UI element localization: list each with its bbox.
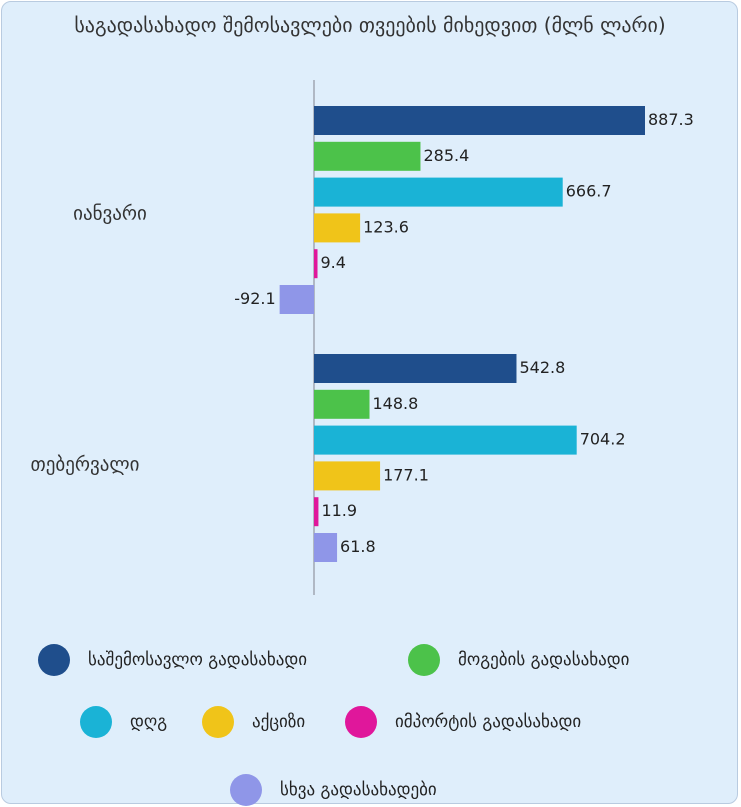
value-label: 148.8 <box>373 394 419 413</box>
bar <box>314 389 370 419</box>
bar <box>314 425 577 455</box>
value-label: 61.8 <box>340 537 376 556</box>
legend-swatch <box>230 774 262 806</box>
value-label: 666.7 <box>566 182 612 201</box>
legend-swatch <box>408 644 440 676</box>
bar <box>314 249 318 279</box>
bar <box>314 354 517 383</box>
value-label: 177.1 <box>383 465 429 484</box>
legend-label: საშემოსავლო გადასახადი <box>88 650 307 670</box>
bar <box>314 106 645 135</box>
value-label: 704.2 <box>580 430 626 449</box>
legend-swatch <box>38 644 70 676</box>
bar <box>279 285 314 314</box>
value-label: 9.4 <box>321 253 346 272</box>
chart-title: საგადასახადო შემოსავლები თვეების მიხედვი… <box>74 13 666 37</box>
value-label: 11.9 <box>321 501 357 520</box>
legend-label: დღგ <box>130 712 167 732</box>
value-label: 542.8 <box>519 358 565 377</box>
bar <box>314 497 319 527</box>
bar <box>314 141 421 171</box>
bar <box>314 213 361 243</box>
value-label: 285.4 <box>423 146 469 165</box>
category-label: თებერვალი <box>31 454 140 476</box>
bar <box>314 461 381 491</box>
legend-swatch <box>202 706 234 738</box>
legend-label: მოგების გადასახადი <box>458 650 629 670</box>
value-label: 887.3 <box>648 110 694 129</box>
bar <box>314 177 563 207</box>
legend-swatch <box>345 706 377 738</box>
bar <box>314 533 338 562</box>
value-label: -92.1 <box>234 289 275 308</box>
legend-label: იმპორტის გადასახადი <box>395 712 581 732</box>
category-label: იანვარი <box>73 203 147 225</box>
value-label: 123.6 <box>363 217 409 236</box>
legend-label: აქციზი <box>252 712 305 732</box>
legend-swatch <box>80 706 112 738</box>
legend-label: სხვა გადასახადები <box>280 780 437 800</box>
